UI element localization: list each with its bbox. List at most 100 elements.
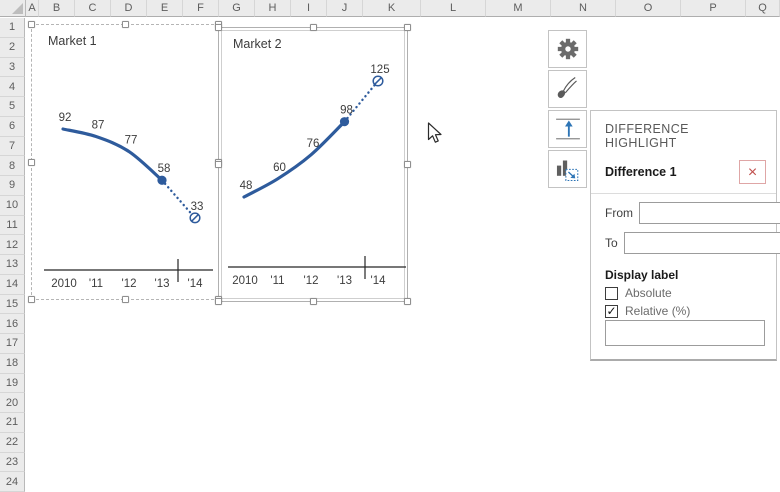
row-header-18[interactable]: 18 bbox=[0, 353, 25, 374]
row-header-16[interactable]: 16 bbox=[0, 314, 25, 334]
chart-series-tool-button[interactable] bbox=[548, 150, 587, 188]
marker-slash bbox=[191, 214, 199, 222]
column-header-C[interactable]: C bbox=[75, 0, 111, 17]
column-header-I[interactable]: I bbox=[291, 0, 327, 17]
column-header-J[interactable]: J bbox=[327, 0, 363, 17]
panel-title: DIFFERENCE HIGHLIGHT bbox=[605, 122, 689, 150]
selection-handle[interactable] bbox=[404, 298, 411, 305]
column-header-M[interactable]: M bbox=[486, 0, 551, 17]
category-label: '14 bbox=[371, 275, 387, 287]
row-header-21[interactable]: 21 bbox=[0, 413, 25, 433]
category-label: '11 bbox=[89, 278, 103, 290]
mouse-cursor bbox=[427, 122, 442, 143]
selection-handle[interactable] bbox=[215, 161, 222, 168]
row-header-9[interactable]: 9 bbox=[0, 176, 25, 196]
row-header-11[interactable]: 11 bbox=[0, 215, 25, 236]
category-label: '11 bbox=[270, 275, 284, 287]
to-label: To bbox=[605, 236, 618, 250]
data-label: 48 bbox=[240, 180, 253, 192]
column-header-O[interactable]: O bbox=[616, 0, 681, 17]
chart-market-1[interactable]: Market 1 92 87 77 58 33 2010 '11 '12 '13 '14 bbox=[31, 24, 219, 300]
row-header-13[interactable]: 13 bbox=[0, 255, 25, 275]
format-brush-button[interactable] bbox=[548, 70, 587, 108]
selection-handle[interactable] bbox=[404, 161, 411, 168]
row-header-7[interactable]: 7 bbox=[0, 136, 25, 157]
from-input[interactable] bbox=[639, 202, 780, 224]
column-header-G[interactable]: G bbox=[219, 0, 255, 17]
data-label: 98 bbox=[340, 105, 353, 117]
selection-handle[interactable] bbox=[215, 24, 222, 31]
column-header-E[interactable]: E bbox=[147, 0, 183, 17]
marker-filled-circle bbox=[339, 117, 350, 127]
close-icon: × bbox=[747, 164, 758, 181]
row-header-22[interactable]: 22 bbox=[0, 432, 25, 453]
checkbox-label: Relative (%) bbox=[625, 304, 691, 318]
selection-handle[interactable] bbox=[310, 24, 317, 31]
selection-handle[interactable] bbox=[404, 24, 411, 31]
gear-icon bbox=[557, 38, 578, 60]
row-header-8[interactable]: 8 bbox=[0, 156, 25, 176]
category-label: '12 bbox=[304, 275, 319, 287]
selection-handle[interactable] bbox=[122, 296, 129, 303]
data-label: 125 bbox=[370, 64, 389, 76]
select-all-corner[interactable] bbox=[0, 0, 26, 17]
column-header-B[interactable]: B bbox=[39, 0, 75, 17]
column-header-D[interactable]: D bbox=[111, 0, 147, 17]
difference-highlight-panel: DIFFERENCE HIGHLIGHT Difference 1 × From… bbox=[590, 110, 780, 361]
column-header-P[interactable]: P bbox=[681, 0, 746, 17]
chart-plot-area: Market 2 48 60 76 98 125 2010 '11 '12 '13 '14 bbox=[228, 37, 406, 287]
option-row-relative: ✓ Relative (%) bbox=[605, 304, 762, 318]
row-header-17[interactable]: 17 bbox=[0, 334, 25, 354]
row-header-4[interactable]: 4 bbox=[0, 77, 25, 97]
row-header-10[interactable]: 10 bbox=[0, 195, 25, 216]
remove-difference-button[interactable]: × bbox=[739, 160, 766, 184]
display-label-heading: Display label bbox=[605, 268, 679, 282]
selection-handle[interactable] bbox=[310, 298, 317, 305]
marker-filled-circle bbox=[157, 175, 167, 185]
chart-market-2[interactable]: Market 2 48 60 76 98 125 2010 '11 '12 '13 '14 bbox=[218, 27, 408, 302]
chart-title: Market 1 bbox=[48, 34, 97, 48]
difference-highlight-button[interactable] bbox=[548, 110, 587, 148]
column-header-K[interactable]: K bbox=[363, 0, 421, 17]
row-header-1[interactable]: 1 bbox=[0, 18, 25, 38]
data-label: 92 bbox=[59, 112, 72, 124]
to-input[interactable] bbox=[623, 232, 780, 254]
row-header-6[interactable]: 6 bbox=[0, 116, 25, 137]
row-header-3[interactable]: 3 bbox=[0, 57, 25, 78]
selection-handle[interactable] bbox=[215, 298, 222, 305]
selection-handle[interactable] bbox=[122, 21, 129, 28]
row-header-19[interactable]: 19 bbox=[0, 373, 25, 394]
row-header-24[interactable]: 24 bbox=[0, 472, 25, 492]
column-header-F[interactable]: F bbox=[183, 0, 219, 17]
selection-handle[interactable] bbox=[28, 159, 35, 166]
column-header-L[interactable]: L bbox=[421, 0, 486, 17]
chart-title: Market 2 bbox=[233, 37, 282, 51]
column-header-N[interactable]: N bbox=[551, 0, 616, 17]
row-header-2[interactable]: 2 bbox=[0, 37, 25, 58]
row-header-15[interactable]: 15 bbox=[0, 294, 25, 315]
row-header-23[interactable]: 23 bbox=[0, 452, 25, 473]
row-header-20[interactable]: 20 bbox=[0, 393, 25, 413]
category-label: 2010 bbox=[232, 275, 258, 287]
panel-footer-input[interactable] bbox=[605, 320, 765, 346]
settings-button[interactable] bbox=[548, 30, 587, 68]
data-label: 33 bbox=[191, 201, 204, 213]
row-header-12[interactable]: 12 bbox=[0, 235, 25, 255]
option-row-absolute: Absolute bbox=[605, 286, 762, 300]
column-header-A[interactable]: A bbox=[26, 0, 39, 17]
from-label: From bbox=[605, 206, 633, 220]
difference-arrow-icon bbox=[555, 118, 580, 140]
data-label: 60 bbox=[273, 162, 286, 174]
column-header-H[interactable]: H bbox=[255, 0, 291, 17]
selection-handle[interactable] bbox=[28, 21, 35, 28]
row-header-5[interactable]: 5 bbox=[0, 97, 25, 117]
data-label: 76 bbox=[307, 138, 320, 150]
column-header-Q[interactable]: Q bbox=[746, 0, 780, 17]
selection-handle[interactable] bbox=[28, 296, 35, 303]
checkbox-unchecked[interactable] bbox=[605, 286, 618, 300]
row-headers: 1 2 3 4 5 6 7 8 9 10 11 12 13 14 15 16 17 18 19 20 21 22 23 24 bbox=[0, 18, 26, 492]
chart-plot-area: Market 1 92 87 77 58 33 2010 '11 '12 '13 '14 bbox=[44, 34, 213, 290]
data-label: 77 bbox=[125, 135, 138, 147]
row-header-14[interactable]: 14 bbox=[0, 274, 25, 295]
checkbox-checked[interactable]: ✓ bbox=[605, 303, 618, 318]
